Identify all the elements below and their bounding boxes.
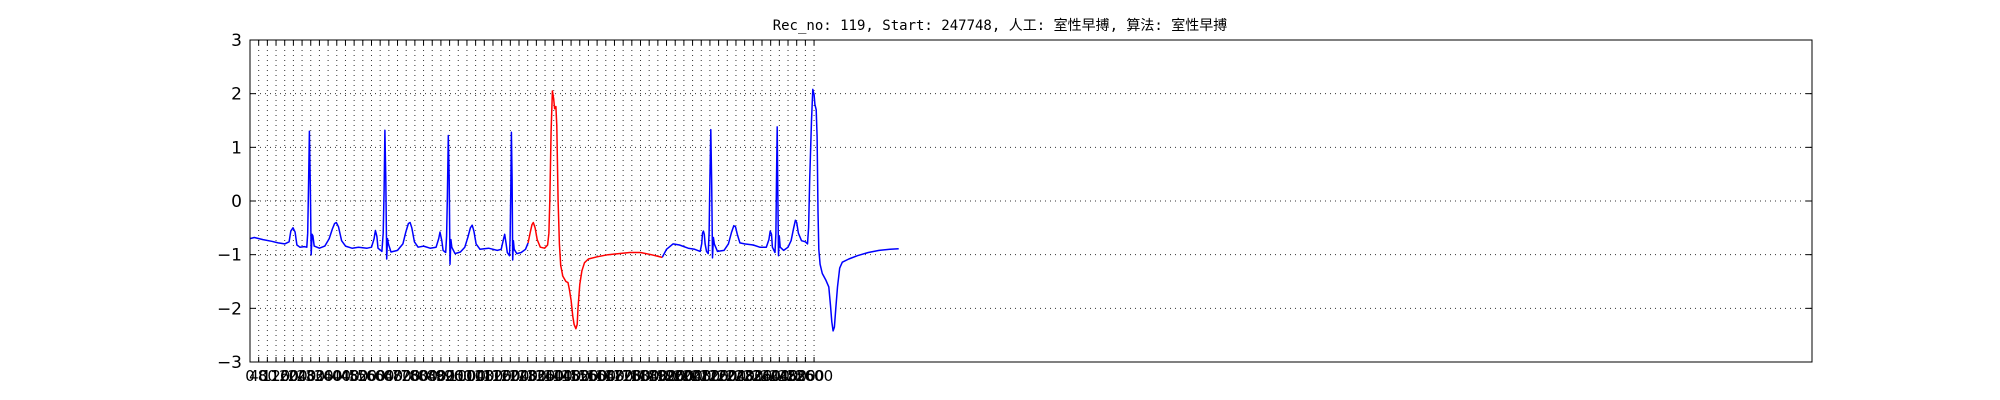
series-line-1 bbox=[528, 91, 662, 329]
y-tick-label: −2 bbox=[217, 299, 242, 319]
grid-lines bbox=[250, 40, 1812, 362]
y-tick-label: 2 bbox=[231, 85, 242, 105]
y-tick-label: −1 bbox=[217, 246, 242, 266]
y-tick-label: 3 bbox=[231, 31, 242, 51]
series-lines bbox=[250, 89, 899, 331]
y-tick-label: −3 bbox=[217, 353, 242, 373]
x-tick-label: 2600 bbox=[795, 367, 833, 385]
series-line-0 bbox=[662, 89, 899, 331]
axis-ticks: −3−2−10123040801201602002402803203604004… bbox=[217, 31, 1812, 385]
y-tick-label: 0 bbox=[231, 192, 242, 212]
y-tick-label: 1 bbox=[231, 138, 242, 158]
